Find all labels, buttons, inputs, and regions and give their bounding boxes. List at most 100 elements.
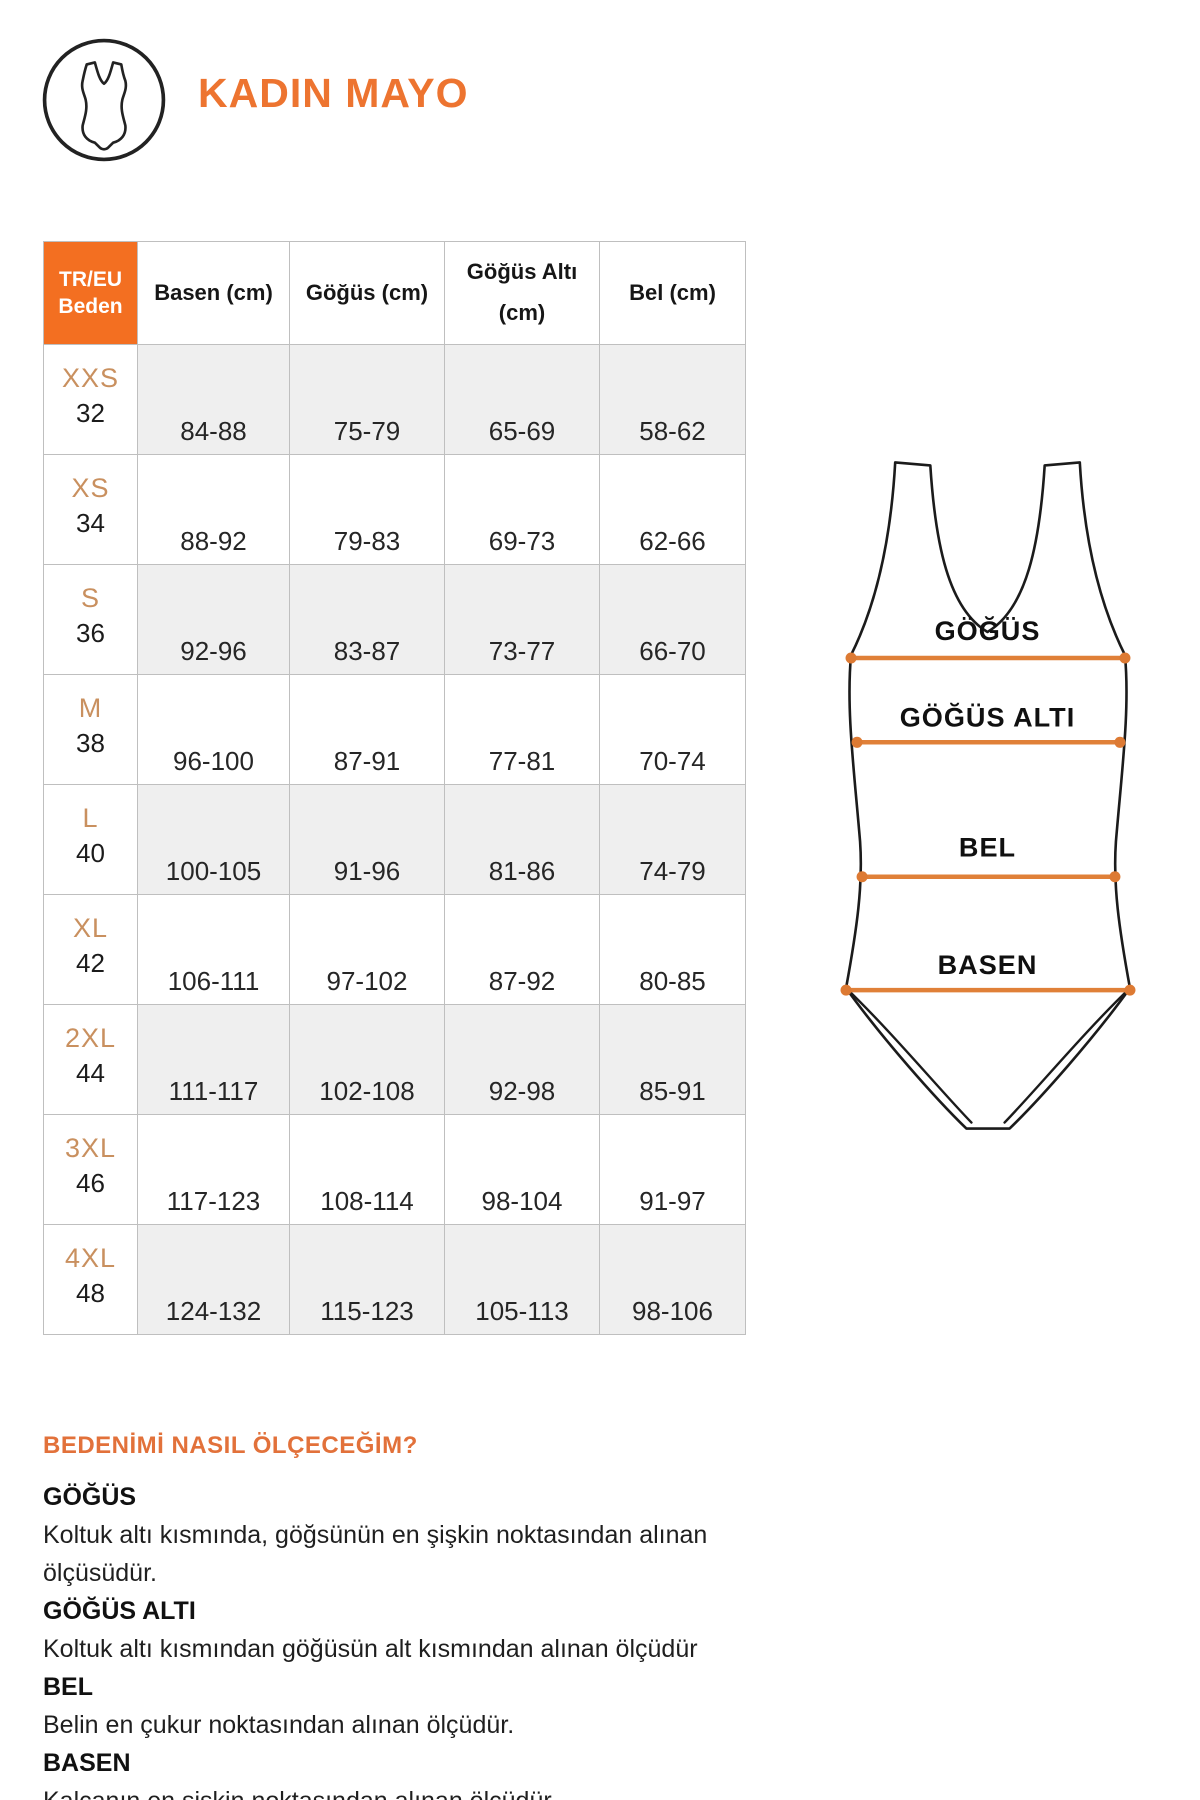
swimsuit-diagram: GÖĞÜS GÖĞÜS ALTI BEL BASEN xyxy=(835,458,1141,1146)
basen-label: BASEN xyxy=(938,949,1038,980)
howto-term-bel: BEL xyxy=(43,1673,93,1701)
value-cell: 88-92 xyxy=(138,455,290,565)
size-label: XL xyxy=(72,912,109,943)
eu-size-label: 44 xyxy=(76,1057,105,1088)
value-cell: 92-98 xyxy=(445,1005,600,1115)
value-cell: 69-73 xyxy=(445,455,600,565)
eu-size-label: 38 xyxy=(76,727,105,758)
value-cell: 65-69 xyxy=(445,345,600,455)
eu-size-label: 32 xyxy=(76,397,105,428)
size-label: S xyxy=(80,582,100,613)
howto-term-gogus-alti: GÖĞÜS ALTI xyxy=(43,1597,196,1625)
size-cell: XS 34 xyxy=(44,455,138,565)
value-cell: 81-86 xyxy=(445,785,600,895)
value-cell: 85-91 xyxy=(600,1005,746,1115)
size-cell: XL 42 xyxy=(44,895,138,1005)
eu-size-label: 46 xyxy=(76,1167,105,1198)
size-label: L xyxy=(82,802,99,833)
eu-size-label: 42 xyxy=(76,947,105,978)
eu-size-label: 34 xyxy=(76,507,105,538)
size-cell: S 36 xyxy=(44,565,138,675)
value-cell: 98-106 xyxy=(600,1225,746,1335)
value-cell: 75-79 xyxy=(290,345,445,455)
value-cell: 84-88 xyxy=(138,345,290,455)
howto-term-gogus: GÖĞÜS xyxy=(43,1483,137,1511)
value-cell: 87-91 xyxy=(290,675,445,785)
howto-desc-bel: Belin en çukur noktasından alınan ölçüdü… xyxy=(43,1711,515,1739)
value-cell: 97-102 xyxy=(290,895,445,1005)
measure-dot xyxy=(856,871,868,883)
value-cell: 79-83 xyxy=(290,455,445,565)
measure-dot xyxy=(1109,871,1121,883)
page-title: KADIN MAYO xyxy=(198,70,469,116)
column-header-basen: Basen (cm) xyxy=(138,242,290,345)
value-cell: 77-81 xyxy=(445,675,600,785)
leg-opening-left-line xyxy=(844,986,973,1124)
eu-size-label: 40 xyxy=(76,837,105,868)
value-cell: 91-97 xyxy=(600,1115,746,1225)
value-cell: 96-100 xyxy=(138,675,290,785)
howto-desc-basen: Kalçanın en şişkin noktasından alınan öl… xyxy=(43,1782,823,1800)
value-cell: 111-117 xyxy=(138,1005,290,1115)
value-cell: 91-96 xyxy=(290,785,445,895)
measure-dot xyxy=(1114,736,1126,748)
value-cell: 74-79 xyxy=(600,785,746,895)
value-cell: 87-92 xyxy=(445,895,600,1005)
value-cell: 73-77 xyxy=(445,565,600,675)
swimsuit-icon xyxy=(40,36,168,164)
value-cell: 66-70 xyxy=(600,565,746,675)
value-cell: 105-113 xyxy=(445,1225,600,1335)
size-cell: M 38 xyxy=(44,675,138,785)
value-cell: 108-114 xyxy=(290,1115,445,1225)
column-header-gogus: Göğüs (cm) xyxy=(290,242,445,345)
howto-desc-gogus-alti: Koltuk altı kısmından göğüsün alt kısmın… xyxy=(43,1635,698,1663)
eu-size-label: 36 xyxy=(76,617,105,648)
size-label: 4XL xyxy=(64,1242,117,1273)
size-cell: 4XL 48 xyxy=(44,1225,138,1335)
value-cell: 92-96 xyxy=(138,565,290,675)
value-cell: 124-132 xyxy=(138,1225,290,1335)
size-label: 2XL xyxy=(64,1022,117,1053)
value-cell: 70-74 xyxy=(600,675,746,785)
swimsuit-outline xyxy=(844,461,1132,1130)
measure-dot xyxy=(1124,984,1136,996)
eu-size-label: 48 xyxy=(76,1277,105,1308)
value-cell: 62-66 xyxy=(600,455,746,565)
value-cell: 98-104 xyxy=(445,1115,600,1225)
value-cell: 58-62 xyxy=(600,345,746,455)
howto-heading: BEDENİMİ NASIL ÖLÇECEĞİM? xyxy=(43,1432,418,1459)
size-cell: L 40 xyxy=(44,785,138,895)
measure-dot xyxy=(845,652,857,664)
size-label: 3XL xyxy=(64,1132,117,1163)
measure-dot xyxy=(851,736,863,748)
gogus-label: GÖĞÜS xyxy=(935,615,1041,646)
corner-line2: Beden xyxy=(58,295,123,318)
bel-label: BEL xyxy=(959,832,1016,863)
table-corner-header: TR/EU Beden xyxy=(44,242,138,345)
corner-line1: TR/EU xyxy=(59,267,122,291)
size-label: XS xyxy=(71,472,110,503)
value-cell: 83-87 xyxy=(290,565,445,675)
size-label: M xyxy=(78,692,103,723)
column-header-gogus-alti: Göğüs Altı (cm) xyxy=(445,242,600,345)
size-cell: 2XL 44 xyxy=(44,1005,138,1115)
measure-dot xyxy=(1119,652,1131,664)
leg-opening-right-line xyxy=(1003,986,1132,1124)
measure-dot xyxy=(840,984,852,996)
value-cell: 100-105 xyxy=(138,785,290,895)
size-cell: 3XL 46 xyxy=(44,1115,138,1225)
value-cell: 106-111 xyxy=(138,895,290,1005)
value-cell: 115-123 xyxy=(290,1225,445,1335)
howto-term-basen: BASEN xyxy=(43,1749,131,1777)
size-label: XXS xyxy=(61,362,120,393)
value-cell: 102-108 xyxy=(290,1005,445,1115)
value-cell: 80-85 xyxy=(600,895,746,1005)
column-header-bel: Bel (cm) xyxy=(600,242,746,345)
size-cell: XXS 32 xyxy=(44,345,138,455)
howto-desc-gogus: Koltuk altı kısmında, göğsünün en şişkin… xyxy=(43,1521,708,1587)
howto-section: BEDENİMİ NASIL ÖLÇECEĞİM? GÖĞÜS Koltuk a… xyxy=(43,1432,823,1800)
gogus-alti-label: GÖĞÜS ALTI xyxy=(900,701,1076,732)
value-cell: 117-123 xyxy=(138,1115,290,1225)
size-table: TR/EU Beden Basen (cm) Göğüs (cm) Göğüs … xyxy=(43,241,746,1335)
